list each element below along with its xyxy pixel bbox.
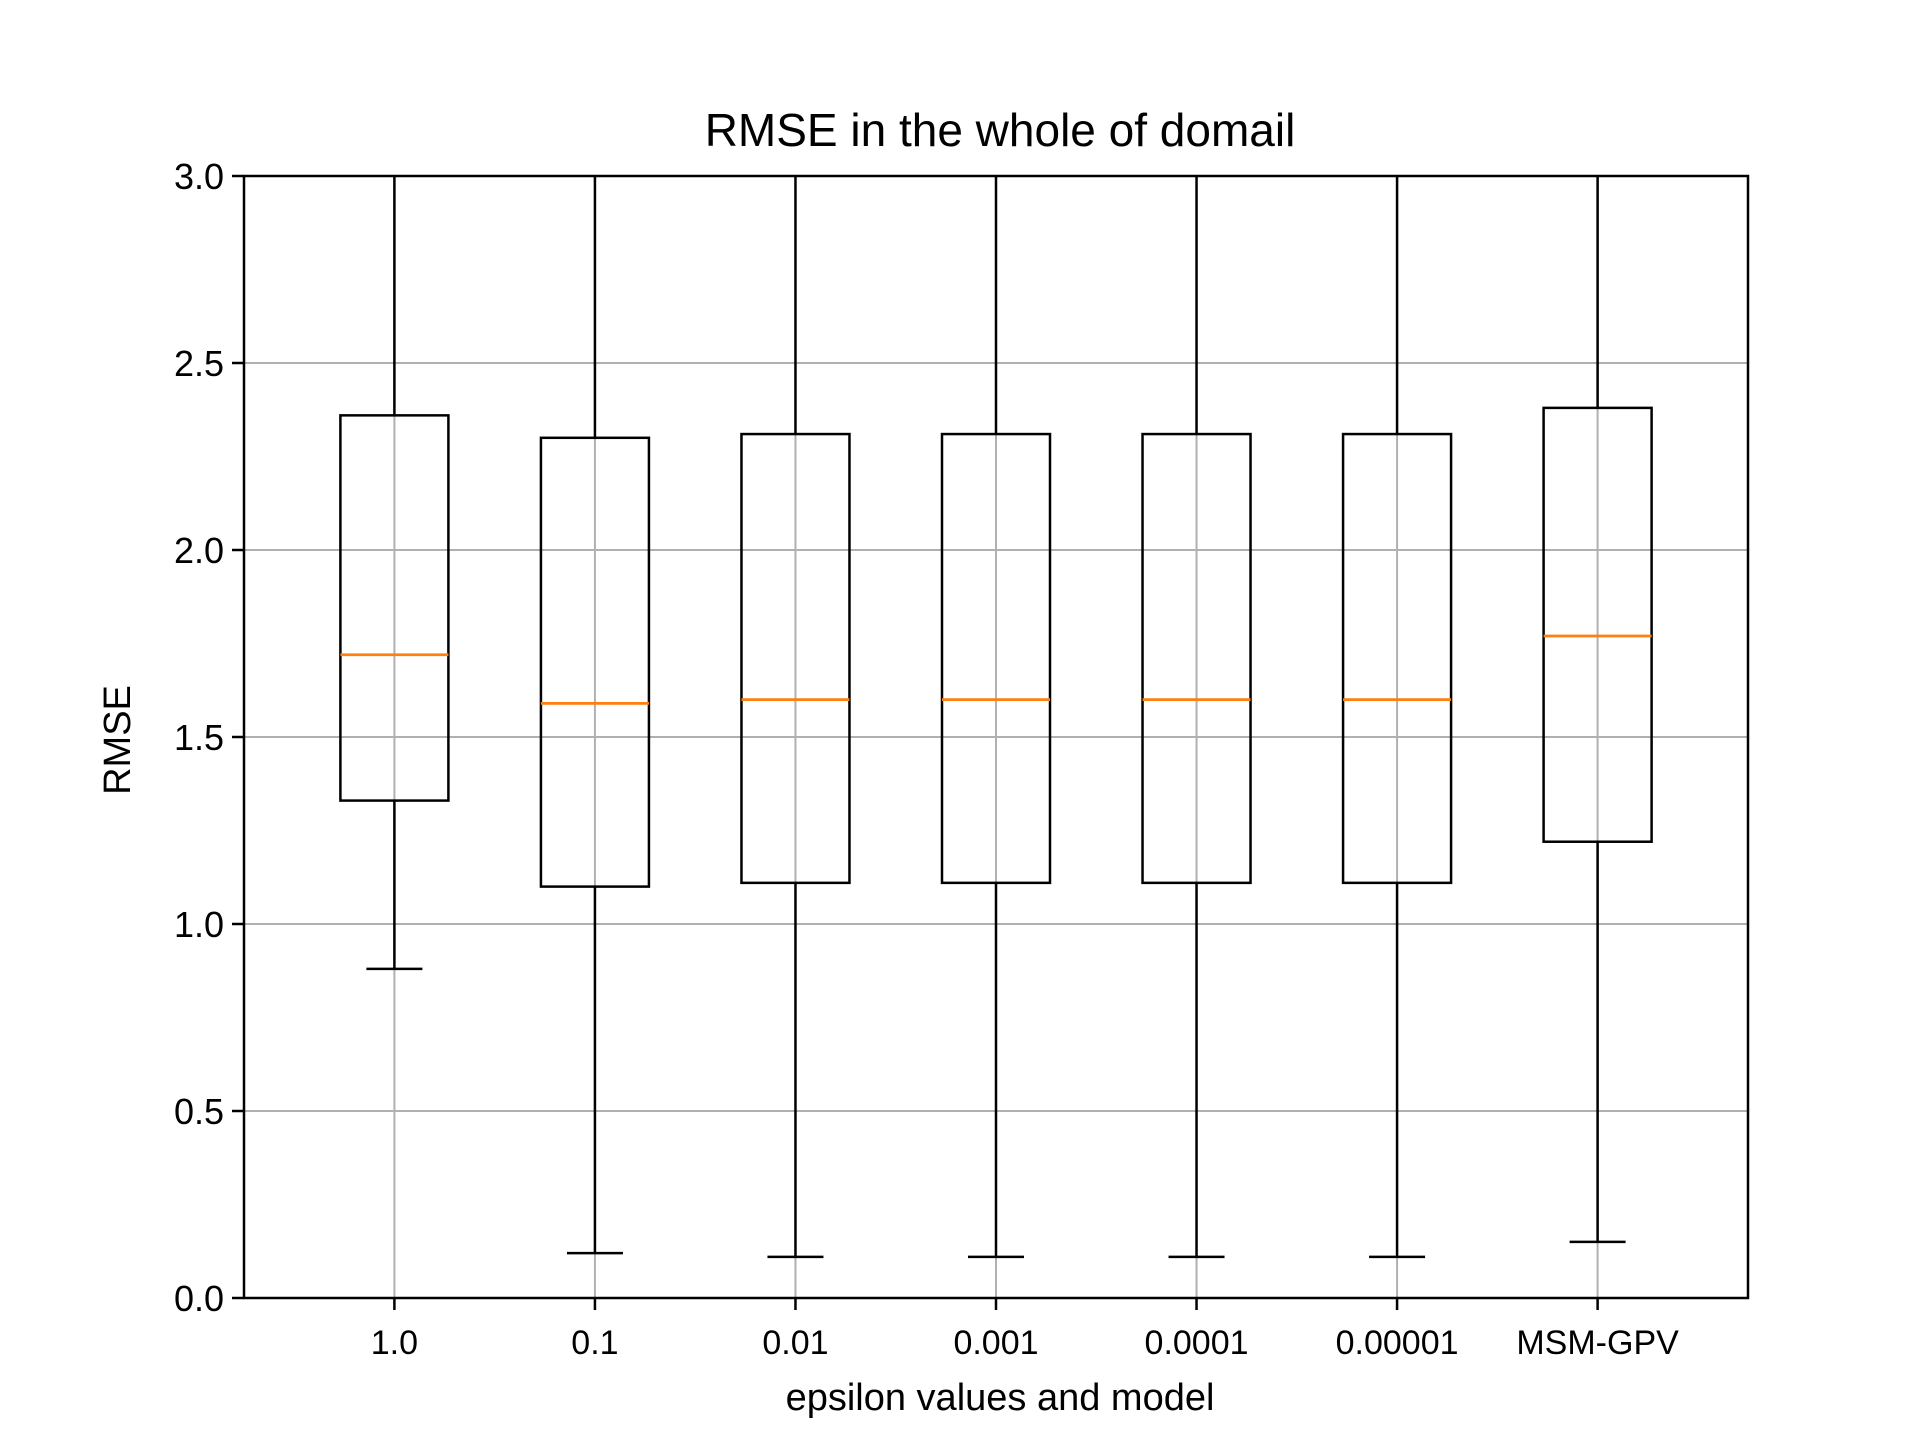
- axis-ticks: 0.0 0.5 1.0 1.5 2.0 2.5 3.0 1.0 0.1 0.01 0.001 0.00…: [174, 156, 1679, 1362]
- boxes: [339, 176, 1653, 1259]
- box-3: [940, 176, 1052, 1259]
- iqr-box: [1141, 432, 1252, 885]
- iqr-box: [339, 414, 450, 802]
- x-tick-label: 0.001: [953, 1324, 1038, 1362]
- iqr-box: [539, 436, 651, 888]
- y-tick-label: 2.0: [174, 530, 224, 571]
- y-tick-label: 3.0: [174, 156, 224, 197]
- x-axis-label: epsilon values and model: [786, 1377, 1215, 1419]
- x-tick-label: MSM-GPV: [1516, 1324, 1679, 1362]
- y-tick-label: 1.5: [174, 717, 224, 758]
- iqr-box: [940, 432, 1052, 885]
- x-tick-label: 1.0: [371, 1324, 418, 1362]
- x-tick-label: 0.1: [571, 1324, 618, 1362]
- y-tick-label: 1.0: [174, 904, 224, 945]
- box-4: [1141, 176, 1252, 1259]
- iqr-box: [1341, 432, 1453, 885]
- y-tick-label: 0.0: [174, 1278, 224, 1319]
- box-5: [1341, 176, 1453, 1259]
- y-axis-label: RMSE: [97, 685, 139, 795]
- box-6: [1542, 176, 1653, 1244]
- x-tick-label: 0.00001: [1336, 1324, 1459, 1362]
- y-tick-label: 0.5: [174, 1091, 224, 1132]
- box-1: [539, 176, 651, 1255]
- box-2: [740, 176, 851, 1259]
- x-tick-label: 0.0001: [1145, 1324, 1249, 1362]
- iqr-box: [740, 432, 851, 885]
- x-tick-label: 0.01: [762, 1324, 828, 1362]
- iqr-box: [1542, 406, 1653, 843]
- box-0: [339, 176, 450, 971]
- chart-title: RMSE in the whole of domail: [705, 104, 1296, 156]
- y-tick-label: 2.5: [174, 343, 224, 384]
